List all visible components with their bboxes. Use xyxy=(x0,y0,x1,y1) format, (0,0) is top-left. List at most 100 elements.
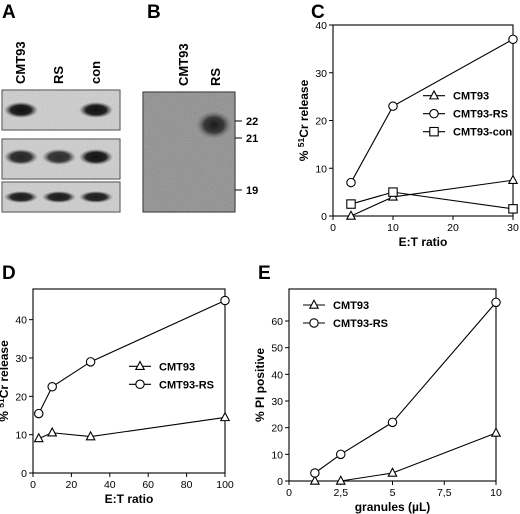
legend-cmt93-rs-label: CMT93-RS xyxy=(453,109,508,121)
series-cmt93-rs-point xyxy=(335,449,346,460)
y-tick-label: 40 xyxy=(271,369,283,381)
lane-label-con: con xyxy=(88,61,103,84)
y-axis-title-prefix: % xyxy=(0,408,11,422)
series-cmt93-point xyxy=(345,210,357,220)
y-tick-label: 60 xyxy=(271,316,283,328)
x-tick-label: 60 xyxy=(142,479,154,491)
series-cmt93-point xyxy=(507,174,519,184)
x-tick-label: 2,5 xyxy=(333,487,348,499)
legend-cmt93-con-point xyxy=(429,126,439,137)
x-tick-label: 0 xyxy=(330,222,336,234)
y-tick-label: 40 xyxy=(315,20,327,32)
blot-band xyxy=(42,149,76,165)
series-cmt93-rs-point xyxy=(491,297,501,308)
y-tick-label: 30 xyxy=(315,68,327,80)
northern-blot-signal xyxy=(196,111,232,139)
panel-a-western-blot: A CMT93 RS con xyxy=(1,2,121,213)
y-tick-label: 10 xyxy=(271,449,283,461)
y-tick-label: 50 xyxy=(271,343,283,355)
x-tick-label: 20 xyxy=(66,479,78,491)
series-cmt93-con-point xyxy=(508,204,518,214)
northern-lane-labels: CMT93 RS xyxy=(176,43,223,86)
y-axis-title-rest: Cr release xyxy=(297,79,311,137)
series-cmt93-point xyxy=(219,411,231,422)
x-tick-label: 40 xyxy=(104,479,116,491)
blot-band xyxy=(4,102,38,118)
series-cmt93-rs-point xyxy=(388,101,398,111)
blot-strips xyxy=(1,89,121,213)
panel-letter-b: B xyxy=(147,2,161,23)
y-tick-label: 0 xyxy=(277,476,283,488)
y-axis-title: % 51Cr release xyxy=(0,340,11,422)
y-tick-label: 40 xyxy=(15,315,27,327)
blot-band xyxy=(4,149,38,165)
series-cmt93-point xyxy=(335,475,346,485)
legend-cmt93-rs-point xyxy=(135,379,145,390)
y-axis-title: % PI positive xyxy=(253,348,267,422)
panel-e-chart: E 0 2,5 5 7,5 10 0 10 20 30 40 50 60 granules (µL) % … xyxy=(253,263,502,514)
blot-band xyxy=(4,191,38,203)
plot-frame xyxy=(32,288,226,474)
x-tick-label: 30 xyxy=(507,222,519,234)
panel-letter-e: E xyxy=(258,263,271,284)
series-cmt93-rs-line xyxy=(314,301,497,474)
lane-label-rs: RS xyxy=(51,66,66,84)
x-tick-label: 80 xyxy=(181,479,193,491)
legend-cmt93-point xyxy=(134,360,146,371)
panel-letter-d: D xyxy=(2,263,16,284)
series-cmt93-rs-point xyxy=(34,408,44,419)
x-tick-label: 5 xyxy=(390,487,396,499)
x-tick-label: 0 xyxy=(286,487,292,499)
series-cmt93-rs-point xyxy=(47,381,57,392)
panel-letter-a: A xyxy=(2,2,16,23)
x-tick-label: 0 xyxy=(30,479,36,491)
series-cmt93-con-point xyxy=(346,199,356,209)
series-cmt93-point xyxy=(33,432,44,443)
x-axis-title: E:T ratio xyxy=(105,492,154,506)
series-cmt93-line xyxy=(38,416,226,440)
series-cmt93-rs-point xyxy=(387,417,398,428)
size-marker-label: 19 xyxy=(246,185,258,197)
legend-cmt93-rs-point xyxy=(429,108,439,119)
y-tick-label: 0 xyxy=(21,468,27,480)
blot-lane-labels: CMT93 RS con xyxy=(13,41,103,84)
x-tick-label: 20 xyxy=(447,222,459,234)
lane-label-cmt93: CMT93 xyxy=(13,41,28,84)
lane-label-cmt93: CMT93 xyxy=(176,43,191,86)
y-tick-label: 0 xyxy=(321,211,327,223)
y-axis-title-sup: 51 xyxy=(296,138,306,148)
y-tick-label: 10 xyxy=(315,163,327,175)
series-cmt93-point xyxy=(490,427,502,437)
chart-e: 0 2,5 5 7,5 10 0 10 20 30 40 50 60 granules (µL) % PI… xyxy=(253,288,502,514)
series-cmt93-rs-point xyxy=(85,357,96,367)
series-cmt93-point xyxy=(387,467,398,477)
size-marker-label: 22 xyxy=(246,116,258,128)
y-tick-label: 30 xyxy=(271,396,283,408)
legend-cmt93-point xyxy=(428,89,440,100)
blot-band xyxy=(42,191,76,203)
legend-cmt93-point xyxy=(308,299,320,309)
legend-cmt93-rs-label: CMT93-RS xyxy=(333,318,388,330)
y-tick-label: 30 xyxy=(15,353,27,365)
size-markers: 22 21 19 xyxy=(235,116,258,197)
series-cmt93-point xyxy=(85,430,96,441)
series-cmt93-rs-point xyxy=(310,468,320,478)
series-cmt93-rs-point xyxy=(508,34,518,45)
y-tick-label: 10 xyxy=(15,430,27,442)
series-cmt93-con-point xyxy=(388,187,398,197)
legend-cmt93-rs-point xyxy=(309,318,319,328)
legend-cmt93-con-label: CMT93-con xyxy=(453,127,513,139)
northern-blot-grain xyxy=(143,92,235,212)
blot-band xyxy=(79,149,113,165)
legend-cmt93-label: CMT93 xyxy=(333,300,369,312)
legend-cmt93-rs-label: CMT93-RS xyxy=(159,379,214,391)
size-marker-label: 21 xyxy=(246,133,258,145)
panel-b-northern-blot: B CMT93 RS 22 21 19 xyxy=(142,2,258,213)
series-cmt93-con-line xyxy=(350,191,514,210)
plot-frame xyxy=(288,288,497,482)
y-axis-title-sup: 51 xyxy=(0,398,6,408)
